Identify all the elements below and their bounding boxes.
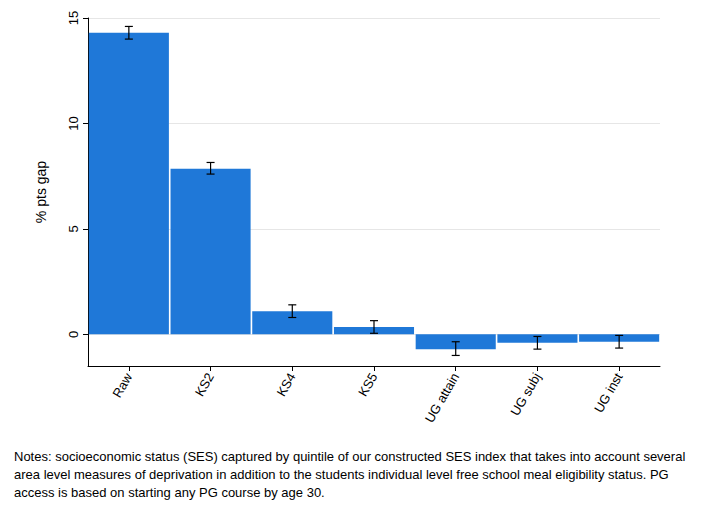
svg-text:Raw: Raw	[109, 370, 135, 401]
svg-text:UG attain: UG attain	[422, 370, 462, 425]
svg-text:% pts gap: % pts gap	[33, 161, 49, 223]
svg-text:5: 5	[66, 225, 81, 232]
svg-text:0: 0	[66, 331, 81, 338]
svg-text:15: 15	[66, 11, 81, 25]
svg-text:10: 10	[66, 116, 81, 130]
svg-text:KS2: KS2	[192, 370, 217, 399]
html-text:Notes: socioeconomic status (S: Notes: socioeconomic status (SES) captur…	[14, 449, 686, 500]
svg-text:UG inst: UG inst	[591, 370, 626, 415]
svg-text:UG subj: UG subj	[507, 370, 544, 418]
svg-text:KS5: KS5	[355, 370, 380, 399]
svg-text:KS4: KS4	[274, 370, 299, 399]
